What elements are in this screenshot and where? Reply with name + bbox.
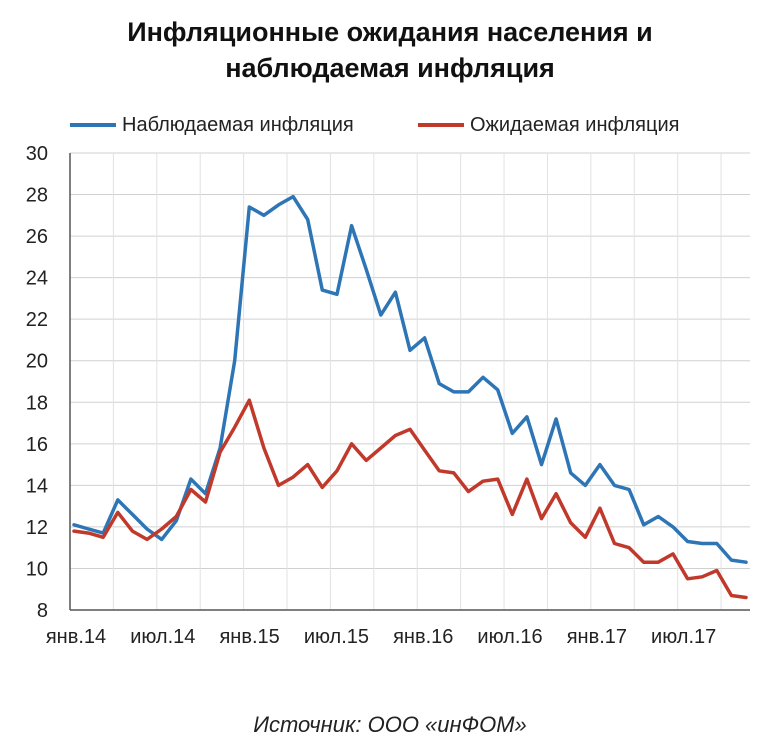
chart-legend: Наблюдаемая инфляция Ожидаемая инфляция bbox=[0, 110, 780, 140]
x-tick-label: янв.14 bbox=[46, 626, 106, 648]
legend-label-expected: Ожидаемая инфляция bbox=[470, 113, 680, 136]
x-tick-label: янв.15 bbox=[219, 626, 279, 648]
x-tick-label: июл.17 bbox=[651, 626, 716, 648]
y-tick-label: 16 bbox=[26, 434, 48, 456]
x-tick-label: янв.17 bbox=[567, 626, 627, 648]
series-line-expected bbox=[72, 398, 748, 600]
x-tick-label: июл.15 bbox=[304, 626, 369, 648]
y-tick-label: 30 bbox=[26, 143, 48, 165]
legend-swatch-observed bbox=[70, 123, 116, 127]
y-tick-label: 12 bbox=[26, 517, 48, 539]
x-tick-label: янв.16 bbox=[393, 626, 453, 648]
legend-item-observed: Наблюдаемая инфляция bbox=[70, 110, 354, 140]
y-tick-label: 14 bbox=[26, 475, 48, 497]
chart-title-line1: Инфляционные ожидания населения и bbox=[127, 17, 653, 47]
y-tick-label: 28 bbox=[26, 185, 48, 207]
line-chart: 8 10 12 14 16 18 20 22 24 26 28 30 янв.14 июл.14 янв.1… bbox=[26, 143, 750, 648]
x-tick-label: июл.16 bbox=[477, 626, 542, 648]
y-tick-label: 22 bbox=[26, 309, 48, 331]
y-tick-label: 8 bbox=[37, 600, 48, 622]
chart-title-line2: наблюдаемая инфляция bbox=[225, 53, 555, 83]
legend-label-observed: Наблюдаемая инфляция bbox=[122, 113, 354, 136]
legend-item-expected: Ожидаемая инфляция bbox=[418, 110, 679, 140]
chart-title: Инфляционные ожидания населения и наблюд… bbox=[0, 14, 780, 86]
x-tick-label: июл.14 bbox=[130, 626, 195, 648]
y-tick-label: 10 bbox=[26, 558, 48, 580]
legend-swatch-expected bbox=[418, 123, 464, 127]
y-tick-label: 26 bbox=[26, 226, 48, 248]
y-tick-label: 20 bbox=[26, 351, 48, 373]
series-line-observed bbox=[72, 194, 748, 564]
y-tick-label: 24 bbox=[26, 268, 48, 290]
y-tick-label: 18 bbox=[26, 392, 48, 414]
source-note: Источник: ООО «инФОМ» bbox=[253, 712, 527, 737]
